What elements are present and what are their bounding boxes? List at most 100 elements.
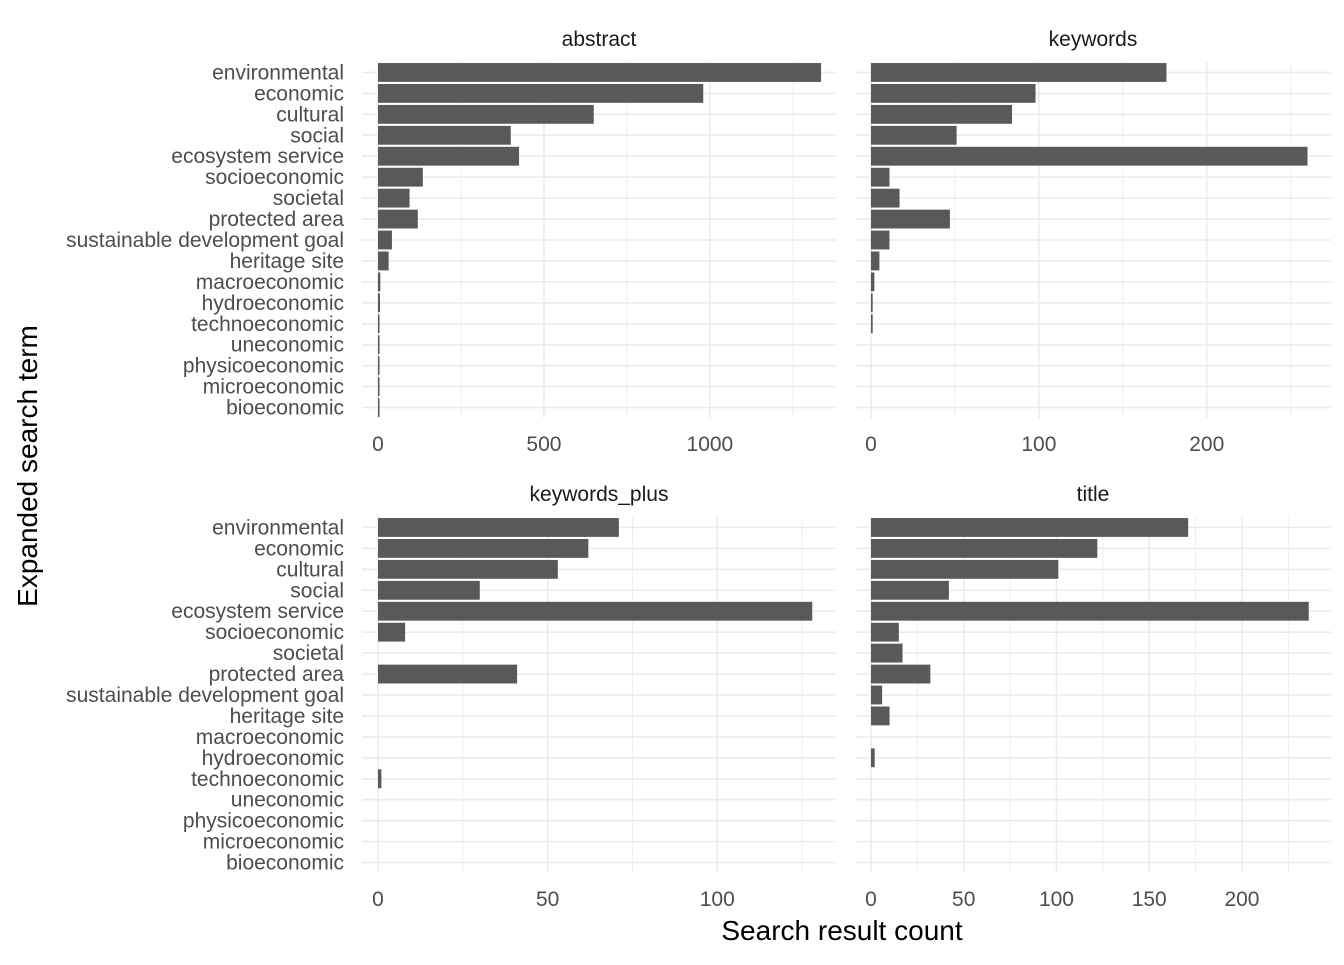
bar-heritage-site [871, 251, 880, 271]
y-category-label: bioeconomic [226, 397, 344, 420]
bar-hydroeconomic [871, 748, 875, 768]
y-category-label: protected area [209, 208, 345, 231]
x-tick-label: 50 [952, 888, 975, 911]
y-category-label: economic [254, 537, 344, 560]
bar-technoeconomic [871, 314, 873, 334]
x-tick-label: 50 [536, 888, 559, 911]
y-category-label: socioeconomic [205, 621, 344, 644]
x-tick-label: 100 [1021, 433, 1056, 456]
bar-ecosystem-service [871, 601, 1309, 621]
bar-ecosystem-service [378, 146, 520, 166]
y-category-label: uneconomic [231, 789, 344, 812]
y-category-label: cultural [276, 103, 344, 126]
bar-economic [871, 83, 1036, 103]
bar-environmental [871, 518, 1189, 537]
bar-heritage-site [378, 251, 389, 271]
y-category-label: heritage site [230, 705, 344, 728]
y-category-label: protected area [209, 663, 345, 686]
bar-societal [871, 188, 900, 208]
y-category-label: macroeconomic [196, 271, 344, 294]
y-category-label: microeconomic [203, 831, 344, 854]
x-tick-label: 0 [865, 888, 877, 911]
bar-technoeconomic [378, 314, 380, 334]
y-axis-title: Expanded search term [12, 325, 43, 607]
bar-technoeconomic [378, 769, 382, 789]
bar-ecosystem-service [871, 146, 1308, 166]
y-category-label: ecosystem service [171, 145, 344, 168]
bar-environmental [871, 63, 1167, 82]
y-category-label: cultural [276, 558, 344, 581]
y-category-label: bioeconomic [226, 852, 344, 875]
y-category-label: technoeconomic [191, 768, 344, 791]
bar-socioeconomic [871, 622, 899, 642]
bar-socioeconomic [871, 167, 890, 187]
x-tick-label: 100 [700, 888, 735, 911]
bar-economic [871, 538, 1098, 558]
bar-social [871, 125, 957, 145]
y-category-label: environmental [212, 516, 344, 539]
bar-sustainable-development-goal [871, 230, 890, 250]
x-axis-title: Search result count [721, 915, 962, 946]
panel-keywords_plus: keywords_plus 0 50 100 environmentaleconomic… [66, 483, 836, 911]
y-category-label: uneconomic [231, 334, 344, 357]
bar-environmental [378, 63, 822, 82]
bar-environmental [378, 518, 619, 537]
y-category-label: technoeconomic [191, 313, 344, 336]
y-category-label: socioeconomic [205, 166, 344, 189]
bar-sustainable-development-goal [378, 230, 392, 250]
bar-protected-area [871, 664, 931, 684]
bar-cultural [378, 104, 594, 124]
y-category-label: hydroeconomic [202, 747, 344, 770]
bar-economic [378, 538, 589, 558]
y-category-label: macroeconomic [196, 726, 344, 749]
panel-title: keywords_plus [530, 483, 669, 506]
bar-physicoeconomic [378, 356, 380, 376]
bar-bioeconomic [378, 398, 380, 417]
bar-societal [871, 643, 903, 663]
bar-hydroeconomic [378, 293, 380, 313]
y-category-label: sustainable development goal [66, 229, 344, 252]
panel-title: keywords [1049, 28, 1138, 51]
panel-keywords: keywords 0 100 200 [855, 28, 1331, 456]
y-category-label: physicoeconomic [183, 355, 344, 378]
bar-protected-area [378, 209, 418, 229]
y-category-label: social [290, 579, 344, 602]
x-tick-label: 0 [372, 888, 384, 911]
bar-social [378, 125, 511, 145]
bar-microeconomic [378, 377, 380, 397]
bar-cultural [871, 559, 1059, 579]
bar-macroeconomic [871, 272, 875, 292]
y-category-label: environmental [212, 61, 344, 84]
bar-social [871, 580, 949, 600]
y-category-label: social [290, 124, 344, 147]
panel-title: title 0 50 100 150 200 [855, 483, 1331, 911]
bar-uneconomic [378, 335, 380, 355]
y-category-label: physicoeconomic [183, 810, 344, 833]
bar-macroeconomic [378, 272, 381, 292]
y-category-label: sustainable development goal [66, 684, 344, 707]
x-tick-label: 1000 [687, 433, 734, 456]
x-tick-label: 0 [372, 433, 384, 456]
bar-protected-area [871, 209, 950, 229]
bar-protected-area [378, 664, 518, 684]
y-category-label: heritage site [230, 250, 344, 273]
y-category-label: societal [273, 642, 344, 665]
bar-cultural [378, 559, 558, 579]
y-category-label: societal [273, 187, 344, 210]
bar-sustainable-development-goal [871, 685, 883, 705]
bar-social [378, 580, 480, 600]
y-category-label: ecosystem service [171, 600, 344, 623]
bar-socioeconomic [378, 167, 423, 187]
x-tick-label: 200 [1189, 433, 1224, 456]
bar-ecosystem-service [378, 601, 813, 621]
y-category-label: hydroeconomic [202, 292, 344, 315]
x-tick-label: 100 [1039, 888, 1074, 911]
bar-hydroeconomic [871, 293, 873, 313]
x-tick-label: 0 [865, 433, 877, 456]
x-tick-label: 200 [1224, 888, 1259, 911]
panel-title: abstract [562, 28, 637, 51]
bar-cultural [871, 104, 1013, 124]
x-tick-label: 500 [526, 433, 561, 456]
